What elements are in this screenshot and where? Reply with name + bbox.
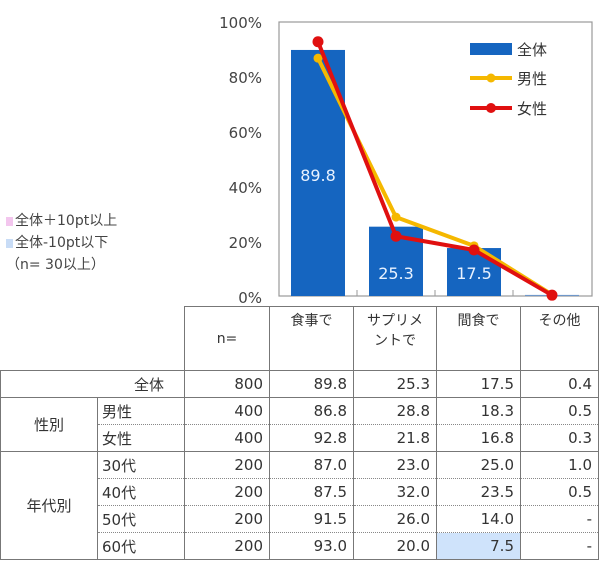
- svg-text:100%: 100%: [219, 14, 262, 32]
- table-cell: 28.8: [353, 397, 437, 425]
- header-row: n= 食事で サプリメ ントで 間食で その他: [0, 306, 599, 371]
- table-cell: 23.0: [353, 451, 437, 479]
- table-cell: 23.5: [436, 478, 521, 506]
- legend: 全体 男性 女性: [470, 41, 547, 118]
- table-row-male: 性別 男性 400 86.8 28.8 18.3 0.5: [0, 397, 599, 452]
- header-snack: 間食で: [436, 306, 521, 371]
- table-cell: 26.0: [353, 505, 437, 533]
- table-cell: [0, 306, 185, 371]
- legend-marker-female: [486, 103, 496, 113]
- table-cell: 400: [184, 424, 270, 452]
- highlight-note: 全体＋10pt以上 全体-10pt以下 （n= 30以上）: [6, 210, 117, 276]
- svg-text:男性: 男性: [517, 70, 547, 88]
- table-cell: 20.0: [353, 532, 437, 560]
- table-row-30s: 年代別 30代 200 87.0 23.0 25.0 1.0: [0, 451, 599, 560]
- x-ticks: [356, 290, 514, 296]
- table-cell: 17.5: [436, 370, 521, 398]
- highlight-cell-minus: 7.5: [436, 532, 521, 560]
- table-cell: 200: [184, 451, 270, 479]
- n-note: （n= 30以上）: [6, 257, 105, 273]
- table-cell: 200: [184, 478, 270, 506]
- line-marker: [468, 244, 480, 256]
- table-cell: 0.5: [520, 478, 599, 506]
- data-table: n= 食事で サプリメ ントで 間食で その他 全体 800 89.8 25.3 …: [0, 306, 599, 560]
- line-marker: [312, 36, 324, 48]
- table-cell: 200: [184, 532, 270, 560]
- header-n: n=: [184, 306, 270, 371]
- table-cell: 30代: [97, 451, 185, 479]
- plus-note: 全体＋10pt以上: [15, 213, 118, 229]
- table-cell: 18.3: [436, 397, 521, 425]
- table-cell: 91.5: [269, 505, 354, 533]
- table-cell: 87.0: [269, 451, 354, 479]
- table-cell: 16.8: [436, 424, 521, 452]
- table-cell: 87.5: [269, 478, 354, 506]
- svg-text:20%: 20%: [229, 234, 262, 252]
- minus-note: 全体-10pt以下: [15, 235, 109, 251]
- table-cell: 93.0: [269, 532, 354, 560]
- plus-swatch: [6, 216, 13, 226]
- table-cell: 200: [184, 505, 270, 533]
- table-cell: 0.5: [520, 397, 599, 425]
- table-cell: 1.0: [520, 451, 599, 479]
- table-row-60s: 60代 200 93.0 20.0 7.5 -: [1, 532, 599, 560]
- table-cell: 0.3: [520, 424, 599, 452]
- minus-swatch: [6, 238, 13, 248]
- header-supplement: サプリメ ントで: [353, 306, 437, 371]
- line-marker: [390, 230, 402, 242]
- table-cell: -: [520, 532, 599, 560]
- line-marker: [546, 289, 558, 301]
- table-cell: 男性: [97, 397, 185, 425]
- table-row-female: 女性 400 92.8 21.8 16.8 0.3: [1, 424, 599, 452]
- svg-text:全体: 全体: [517, 41, 547, 59]
- line-女性: [316, 40, 554, 297]
- table-cell: 女性: [97, 424, 185, 452]
- bar-label: 89.8: [300, 166, 336, 185]
- line-marker: [391, 212, 401, 222]
- table-row-40s: 40代 200 87.5 32.0 23.5 0.5: [1, 478, 599, 506]
- legend-swatch-total: [470, 43, 512, 55]
- table-cell: -: [520, 505, 599, 533]
- table-cell: 全体: [0, 370, 185, 398]
- table-cell: 14.0: [436, 505, 521, 533]
- bar-label: 25.3: [378, 264, 414, 283]
- group-gender: 性別: [0, 397, 98, 452]
- lines: [312, 36, 558, 301]
- svg-text:60%: 60%: [229, 124, 262, 142]
- table-cell: 0.4: [520, 370, 599, 398]
- table-row-total: 全体 800 89.8 25.3 17.5 0.4: [0, 370, 599, 398]
- table-cell: 800: [184, 370, 270, 398]
- svg-text:40%: 40%: [229, 179, 262, 197]
- table-cell: 400: [184, 397, 270, 425]
- table-cell: 50代: [97, 505, 185, 533]
- header-meal: 食事で: [269, 306, 354, 371]
- table-cell: 92.8: [269, 424, 354, 452]
- table-cell: 89.8: [269, 370, 354, 398]
- svg-text:0%: 0%: [238, 289, 262, 307]
- svg-text:女性: 女性: [517, 100, 547, 118]
- bar-label: 17.5: [456, 264, 492, 283]
- legend-marker-male: [486, 73, 496, 83]
- line-marker: [313, 53, 323, 63]
- table-cell: 32.0: [353, 478, 437, 506]
- header-other: その他: [520, 306, 599, 371]
- table-cell: 60代: [97, 532, 185, 560]
- y-axis: 100% 80% 60% 40% 20% 0%: [219, 14, 262, 307]
- svg-text:80%: 80%: [229, 69, 262, 87]
- group-age: 年代別: [0, 451, 98, 560]
- table-cell: 25.0: [436, 451, 521, 479]
- table-cell: 40代: [97, 478, 185, 506]
- chart: 100% 80% 60% 40% 20% 0% 89.8 25.3 17.5 全体 …: [219, 14, 593, 307]
- table-cell: 86.8: [269, 397, 354, 425]
- table-cell: 25.3: [353, 370, 437, 398]
- table-cell: 21.8: [353, 424, 437, 452]
